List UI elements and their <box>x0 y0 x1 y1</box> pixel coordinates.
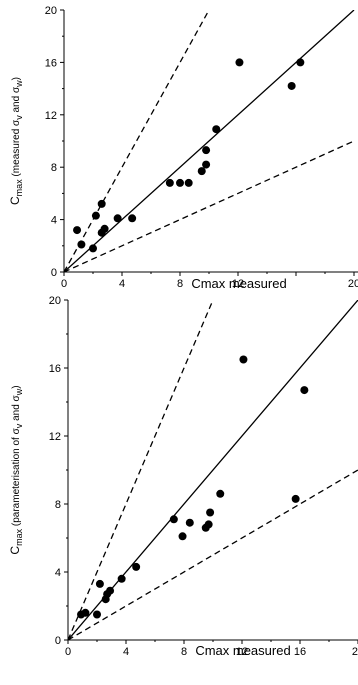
data-point <box>77 240 86 249</box>
data-point <box>291 494 300 503</box>
data-point <box>100 224 109 233</box>
y-tick-label: 0 <box>55 635 61 647</box>
y-tick-label: 12 <box>49 431 61 443</box>
y-axis-title-part: and σ <box>11 86 22 115</box>
reference-line-1to1 <box>64 10 355 272</box>
y-tick-label: 4 <box>55 567 61 579</box>
reference-line-dashed-2 <box>64 140 355 272</box>
data-points <box>77 355 309 619</box>
y-tick-label: 12 <box>45 110 57 122</box>
data-point <box>212 125 221 134</box>
data-point <box>206 508 215 517</box>
x-tick-label: 20 <box>352 646 358 658</box>
x-axis-title: Cmax measured <box>191 276 286 291</box>
y-axis-title-part: C <box>8 546 22 555</box>
data-point <box>184 178 193 187</box>
y-axis-title-part: w <box>14 388 24 396</box>
y-tick-label: 8 <box>51 162 57 174</box>
data-point <box>239 355 248 364</box>
data-point <box>89 244 97 253</box>
data-point <box>106 586 115 595</box>
x-tick-label: 8 <box>181 646 187 658</box>
data-point <box>91 211 100 220</box>
reference-line-dashed-2 <box>68 469 358 640</box>
data-point <box>132 562 141 571</box>
reference-line-dashed-1 <box>68 300 214 640</box>
data-point <box>97 199 106 208</box>
y-axis-title-part: max <box>14 528 24 546</box>
data-point <box>93 610 101 619</box>
x-tick-label: 12 <box>232 278 244 290</box>
reference-lines <box>68 300 358 640</box>
y-axis-title: Cmax (parameterisation of σv and σw) <box>8 385 24 554</box>
scatter-panel-bottom: 0 4 8 12 16 20 0 4 8 12 16 20 Cmax measured Cmax (par… <box>8 295 358 658</box>
y-tick-label: 16 <box>45 57 57 69</box>
reference-lines <box>64 10 355 272</box>
data-point <box>81 608 90 617</box>
y-axis-title: Cmax (measured σv and σw) <box>8 77 24 205</box>
data-point <box>185 518 194 527</box>
data-point <box>296 58 305 67</box>
data-point <box>204 520 213 529</box>
y-axis-title-part: and σ <box>11 394 22 423</box>
x-axis-title: Cmax measured <box>195 643 290 658</box>
data-points <box>73 58 305 253</box>
data-point <box>95 579 104 588</box>
data-point <box>169 515 178 524</box>
x-tick-label: 12 <box>236 646 248 658</box>
data-point <box>165 178 174 187</box>
data-point <box>216 489 225 498</box>
data-point <box>178 532 187 541</box>
data-point <box>202 160 211 169</box>
y-tick-label: 16 <box>49 363 61 375</box>
data-point <box>287 81 296 90</box>
y-axis-title-part: (parameterisation of σ <box>11 427 22 528</box>
data-point <box>73 226 82 235</box>
data-point <box>197 167 206 176</box>
y-tick-label: 20 <box>45 5 57 17</box>
data-point <box>113 214 122 223</box>
data-point <box>176 178 184 187</box>
y-axis-title-part: ) <box>11 385 22 388</box>
y-axis-title-part: w <box>14 80 24 88</box>
x-tick-label: 8 <box>177 278 183 290</box>
x-tick-label: 16 <box>294 646 306 658</box>
x-tick-label: 0 <box>61 278 67 290</box>
y-tick-label: 0 <box>51 267 57 279</box>
data-point <box>128 214 137 223</box>
x-tick-label: 4 <box>119 278 125 290</box>
y-axis-title-part: v <box>14 115 24 120</box>
data-point <box>300 386 309 395</box>
y-axis-title-part: C <box>8 196 22 205</box>
y-axis-title-part: max <box>14 179 24 197</box>
y-tick-label: 4 <box>51 215 57 227</box>
y-tick-label: 8 <box>55 499 61 511</box>
y-axis-title-part: (measured σ <box>11 119 22 179</box>
reference-line-1to1 <box>68 300 358 640</box>
scatter-panel-top: 0 4 8 12 16 20 0 4 8 12 20 Cmax measured Cmax (measu… <box>8 5 358 291</box>
data-point <box>202 146 211 155</box>
x-tick-label: 0 <box>65 646 71 658</box>
x-tick-label: 20 <box>348 278 358 290</box>
data-point <box>117 574 126 583</box>
data-point <box>235 58 244 67</box>
y-axis-title-part: ) <box>11 77 22 80</box>
y-tick-label: 20 <box>49 295 61 307</box>
x-tick-label: 4 <box>123 646 129 658</box>
y-axis-title-part: v <box>14 423 24 428</box>
